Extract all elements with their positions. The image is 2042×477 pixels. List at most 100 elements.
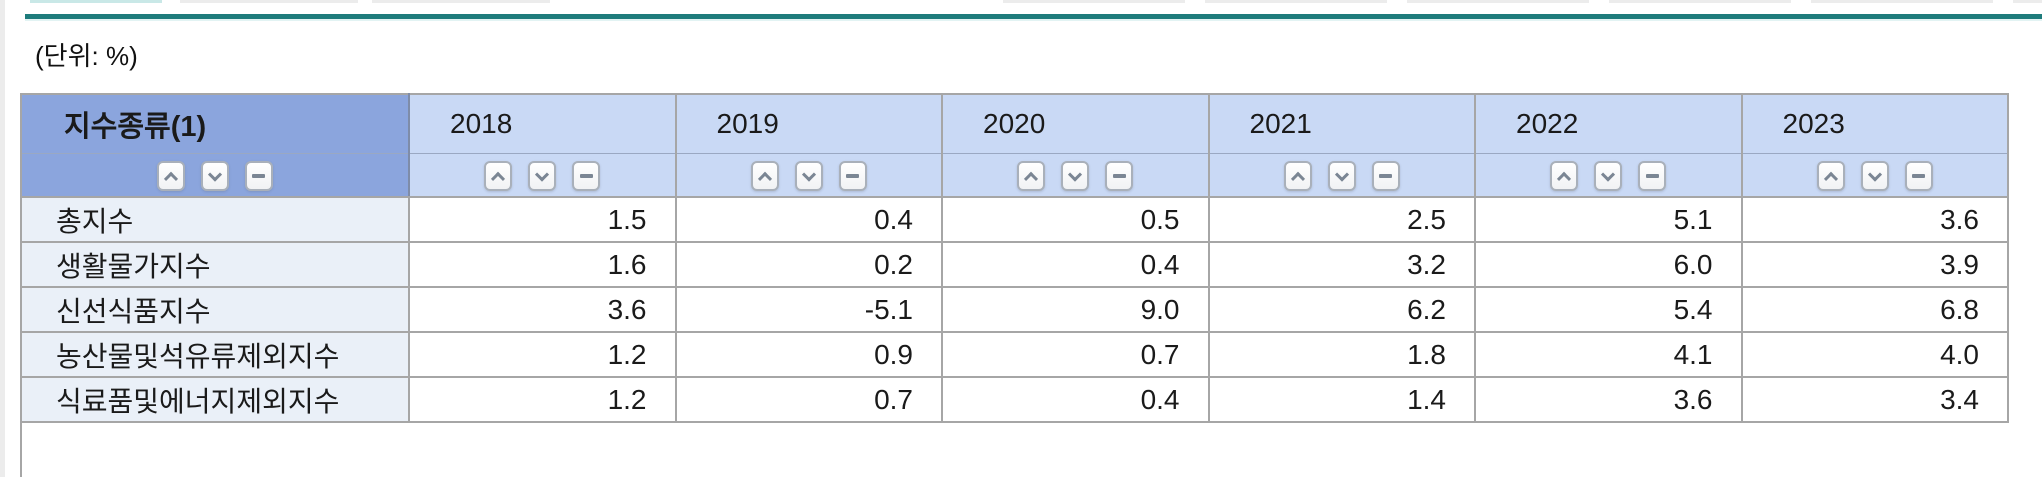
cell-value: 5.1	[1474, 196, 1743, 243]
sort-ascending-button[interactable]	[750, 161, 779, 192]
column-header-2020: 2020	[941, 93, 1210, 154]
cell-value: 0.7	[674, 376, 943, 423]
remove-column-button[interactable]	[1638, 161, 1667, 192]
sort-descending-button[interactable]	[528, 161, 557, 192]
table-row: 농산물및석유류제외지수 1.2 0.9 0.7 1.8 4.1 4.0	[20, 331, 2009, 378]
cell-value: 0.4	[674, 196, 943, 243]
cell-value: 5.4	[1474, 286, 1743, 333]
sort-descending-button[interactable]	[794, 161, 823, 192]
top-tab-fragment	[1407, 0, 1589, 3]
row-label: 신선식품지수	[20, 286, 410, 333]
cell-value: 1.2	[408, 376, 677, 423]
top-tab-fragment	[1811, 0, 1993, 3]
chevron-down-icon	[801, 167, 816, 182]
chevron-up-icon	[164, 171, 179, 186]
cell-value: 0.4	[941, 241, 1210, 288]
sort-controls-2018	[408, 152, 677, 198]
section-divider-glow	[25, 19, 2042, 21]
row-label: 식료품및에너지제외지수	[20, 376, 410, 423]
minus-icon	[1379, 174, 1393, 179]
sort-ascending-button[interactable]	[1816, 161, 1845, 192]
cell-value: 1.5	[408, 196, 677, 243]
remove-column-button[interactable]	[244, 161, 273, 192]
chevron-down-icon	[1867, 167, 1882, 182]
sort-ascending-button[interactable]	[157, 161, 186, 192]
sort-descending-button[interactable]	[1061, 161, 1090, 192]
minus-icon	[1112, 174, 1126, 179]
cell-value: 1.8	[1207, 331, 1476, 378]
sort-controls-row	[20, 152, 2009, 198]
minus-icon	[1645, 174, 1659, 179]
chevron-up-icon	[1823, 171, 1839, 186]
sort-controls-2021	[1207, 152, 1476, 198]
cell-value: 3.2	[1207, 241, 1476, 288]
minus-icon	[252, 174, 266, 179]
remove-column-button[interactable]	[1105, 161, 1134, 192]
sort-ascending-button[interactable]	[484, 161, 513, 192]
chevron-up-icon	[491, 171, 506, 186]
minus-icon	[579, 174, 593, 179]
sort-controls-index-type	[20, 152, 410, 198]
chevron-down-icon	[1068, 167, 1083, 182]
top-tab-fragment	[1609, 0, 1791, 3]
table-row: 식료품및에너지제외지수 1.2 0.7 0.4 1.4 3.6 3.4	[20, 376, 2009, 423]
cell-value: 0.5	[941, 196, 1210, 243]
row-label: 생활물가지수	[20, 241, 410, 288]
remove-column-button[interactable]	[572, 161, 601, 192]
remove-column-button[interactable]	[838, 161, 867, 192]
sort-descending-button[interactable]	[1327, 161, 1356, 192]
sort-controls-2022	[1474, 152, 1743, 198]
cell-value: 3.4	[1740, 376, 2009, 423]
cell-value: 1.4	[1207, 376, 1476, 423]
chevron-down-icon	[1334, 167, 1349, 182]
table-row: 생활물가지수 1.6 0.2 0.4 3.2 6.0 3.9	[20, 241, 2009, 288]
column-header-2018: 2018	[408, 93, 677, 154]
container-left-border	[20, 421, 22, 477]
minus-icon	[1912, 174, 1926, 179]
cell-value: -5.1	[674, 286, 943, 333]
top-tab-fragment	[2013, 0, 2042, 3]
sort-ascending-button[interactable]	[1283, 161, 1312, 192]
sort-descending-button[interactable]	[1860, 161, 1889, 192]
left-edge-strip	[0, 0, 5, 477]
cell-value: 1.6	[408, 241, 677, 288]
chevron-up-icon	[1557, 171, 1572, 186]
sort-ascending-button[interactable]	[1017, 161, 1046, 192]
column-header-2019: 2019	[674, 93, 943, 154]
cell-value: 3.9	[1740, 241, 2009, 288]
sort-descending-button[interactable]	[201, 161, 229, 192]
table-row: 신선식품지수 3.6 -5.1 9.0 6.2 5.4 6.8	[20, 286, 2009, 333]
column-header-2023: 2023	[1740, 93, 2009, 154]
sort-controls-2019	[674, 152, 943, 198]
cell-value: 4.1	[1474, 331, 1743, 378]
cell-value: 0.9	[674, 331, 943, 378]
cell-value: 6.8	[1740, 286, 2009, 333]
sort-descending-button[interactable]	[1594, 161, 1623, 192]
column-header-index-type: 지수종류(1)	[20, 93, 410, 154]
cell-value: 1.2	[408, 331, 677, 378]
top-tab-fragment	[372, 0, 550, 3]
chevron-down-icon	[535, 167, 550, 182]
top-tab-fragment	[1003, 0, 1185, 3]
chevron-down-icon	[207, 167, 223, 182]
cell-value: 6.2	[1207, 286, 1476, 333]
remove-column-button[interactable]	[1904, 161, 1933, 192]
top-tab-fragment	[1205, 0, 1387, 3]
cell-value: 2.5	[1207, 196, 1476, 243]
cell-value: 3.6	[408, 286, 677, 333]
unit-label: (단위: %)	[35, 41, 138, 71]
column-header-2021: 2021	[1207, 93, 1476, 154]
remove-column-button[interactable]	[1371, 161, 1400, 192]
cell-value: 4.0	[1740, 331, 2009, 378]
cell-value: 6.0	[1474, 241, 1743, 288]
chevron-up-icon	[1290, 171, 1306, 186]
row-label: 총지수	[20, 196, 410, 243]
statistics-table: 지수종류(1) 2018 2019 2020 2021 2022 2023	[20, 93, 2009, 423]
cell-value: 9.0	[941, 286, 1210, 333]
header-row: 지수종류(1) 2018 2019 2020 2021 2022 2023	[20, 93, 2009, 154]
cell-value: 0.4	[941, 376, 1210, 423]
cell-value: 3.6	[1740, 196, 2009, 243]
chevron-up-icon	[1024, 171, 1039, 186]
sort-ascending-button[interactable]	[1550, 161, 1579, 192]
